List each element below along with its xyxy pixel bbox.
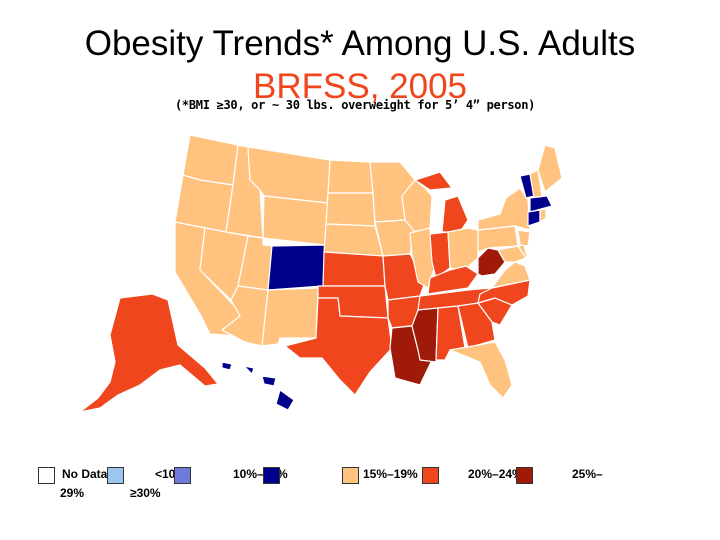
legend-swatch-lt10 [107, 467, 124, 484]
map-subtitle: BRFSS, 2005 [253, 67, 467, 106]
legend-swatch-25-29 [516, 467, 533, 484]
state-MI [414, 171, 469, 233]
legend-label-15-19: 15%–19% [363, 467, 418, 481]
state-SD [325, 192, 376, 227]
state-VA [491, 261, 531, 289]
state-CO [267, 244, 326, 291]
legend-swatch-no-data [38, 467, 55, 484]
state-OH [447, 227, 479, 273]
state-HI [221, 361, 295, 411]
state-IL [409, 227, 436, 289]
legend-swatch-20-24 [422, 467, 439, 484]
state-FL [449, 341, 513, 399]
bmi-footnote: (*BMI ≥30, or ~ 30 lbs. overweight for 5… [175, 98, 536, 112]
state-NJ [517, 229, 531, 247]
state-KS [322, 251, 386, 287]
state-MA [529, 195, 553, 213]
legend: No Data <10% 10%–14% 15%–19% 20%–24% 25%… [0, 462, 720, 532]
map-title: Obesity Trends* Among U.S. Adults [84, 24, 636, 63]
state-NM [261, 287, 319, 347]
state-RI [539, 208, 547, 223]
legend-label-20-24: 20%–24% [468, 467, 523, 481]
state-NE [323, 223, 384, 257]
legend-label-no-data: No Data [62, 467, 108, 481]
state-NY [477, 187, 531, 231]
legend-swatch-15-19 [342, 467, 359, 484]
legend-label-25-29: 25%– [572, 467, 603, 481]
legend-swatch-ge30 [174, 467, 191, 484]
state-WY [262, 195, 329, 246]
state-CT [527, 209, 541, 227]
state-MS [411, 307, 439, 363]
legend-label-25-29-tail: 29% [60, 486, 85, 500]
state-ND [327, 159, 374, 194]
state-AK [79, 293, 219, 413]
state-ME [537, 144, 563, 193]
state-TX [284, 297, 393, 396]
legend-swatch-10-14 [263, 467, 280, 484]
legend-label-ge30: ≥30% [130, 486, 161, 500]
state-MD [497, 245, 527, 263]
us-choropleth-map [79, 134, 563, 413]
